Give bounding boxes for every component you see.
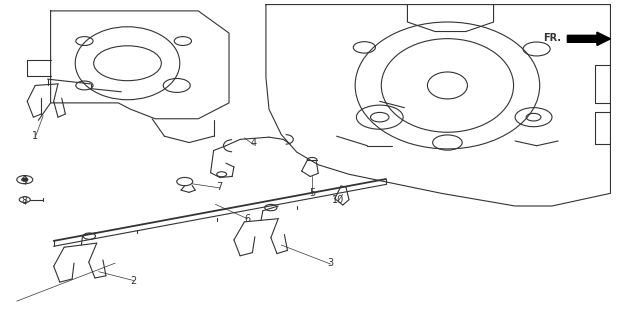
Text: 2: 2 [130, 276, 137, 285]
Circle shape [22, 178, 28, 181]
Text: 6: 6 [244, 214, 250, 224]
Text: 4: 4 [250, 138, 256, 148]
Text: FR.: FR. [543, 33, 561, 43]
Text: 7: 7 [217, 182, 223, 192]
Text: 8: 8 [22, 196, 28, 206]
Text: 3: 3 [328, 258, 334, 268]
FancyArrow shape [567, 32, 611, 45]
Text: 1: 1 [32, 131, 38, 141]
Text: 5: 5 [309, 188, 315, 198]
Text: 10: 10 [332, 195, 345, 205]
Text: 9: 9 [22, 176, 28, 186]
